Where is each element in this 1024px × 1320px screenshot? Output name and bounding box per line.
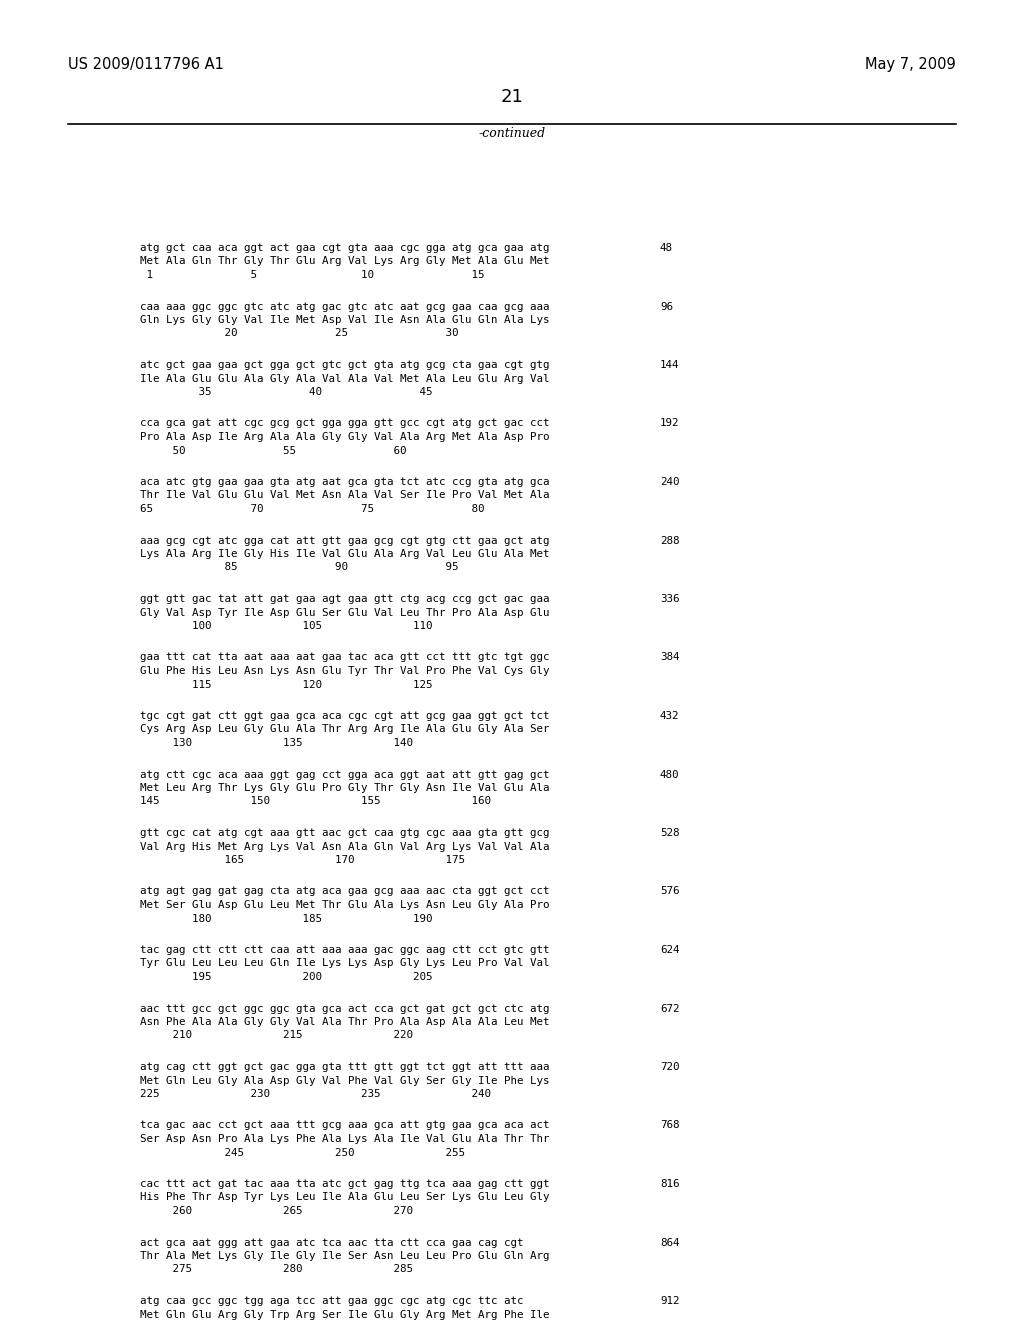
Text: 115              120              125: 115 120 125 xyxy=(140,680,432,689)
Text: 432: 432 xyxy=(660,711,680,721)
Text: 96: 96 xyxy=(660,301,673,312)
Text: 275              280              285: 275 280 285 xyxy=(140,1265,413,1275)
Text: 85               90               95: 85 90 95 xyxy=(140,562,459,573)
Text: tgc cgt gat ctt ggt gaa gca aca cgc cgt att gcg gaa ggt gct tct: tgc cgt gat ctt ggt gaa gca aca cgc cgt … xyxy=(140,711,550,721)
Text: US 2009/0117796 A1: US 2009/0117796 A1 xyxy=(68,57,224,73)
Text: Pro Ala Asp Ile Arg Ala Ala Gly Gly Val Ala Arg Met Ala Asp Pro: Pro Ala Asp Ile Arg Ala Ala Gly Gly Val … xyxy=(140,432,550,442)
Text: Gln Lys Gly Gly Val Ile Met Asp Val Ile Asn Ala Glu Gln Ala Lys: Gln Lys Gly Gly Val Ile Met Asp Val Ile … xyxy=(140,315,550,325)
Text: ggt gtt gac tat att gat gaa agt gaa gtt ctg acg ccg gct gac gaa: ggt gtt gac tat att gat gaa agt gaa gtt … xyxy=(140,594,550,605)
Text: Met Gln Glu Arg Gly Trp Arg Ser Ile Glu Gly Arg Met Arg Phe Ile: Met Gln Glu Arg Gly Trp Arg Ser Ile Glu … xyxy=(140,1309,550,1320)
Text: 35               40               45: 35 40 45 xyxy=(140,387,432,397)
Text: act gca aat ggg att gaa atc tca aac tta ctt cca gaa cag cgt: act gca aat ggg att gaa atc tca aac tta … xyxy=(140,1238,523,1247)
Text: Tyr Glu Leu Leu Leu Gln Ile Lys Lys Asp Gly Lys Leu Pro Val Val: Tyr Glu Leu Leu Leu Gln Ile Lys Lys Asp … xyxy=(140,958,550,969)
Text: Ile Ala Glu Glu Ala Gly Ala Val Ala Val Met Ala Leu Glu Arg Val: Ile Ala Glu Glu Ala Gly Ala Val Ala Val … xyxy=(140,374,550,384)
Text: 624: 624 xyxy=(660,945,680,954)
Text: tac gag ctt ctt ctt caa att aaa aaa gac ggc aag ctt cct gtc gtt: tac gag ctt ctt ctt caa att aaa aaa gac … xyxy=(140,945,550,954)
Text: 720: 720 xyxy=(660,1063,680,1072)
Text: gtt cgc cat atg cgt aaa gtt aac gct caa gtg cgc aaa gta gtt gcg: gtt cgc cat atg cgt aaa gtt aac gct caa … xyxy=(140,828,550,838)
Text: tca gac aac cct gct aaa ttt gcg aaa gca att gtg gaa gca aca act: tca gac aac cct gct aaa ttt gcg aaa gca … xyxy=(140,1121,550,1130)
Text: atg gct caa aca ggt act gaa cgt gta aaa cgc gga atg gca gaa atg: atg gct caa aca ggt act gaa cgt gta aaa … xyxy=(140,243,550,253)
Text: 1               5                10               15: 1 5 10 15 xyxy=(140,271,484,280)
Text: 480: 480 xyxy=(660,770,680,780)
Text: aac ttt gcc gct ggc ggc gta gca act cca gct gat gct gct ctc atg: aac ttt gcc gct ggc ggc gta gca act cca … xyxy=(140,1003,550,1014)
Text: cac ttt act gat tac aaa tta atc gct gag ttg tca aaa gag ctt ggt: cac ttt act gat tac aaa tta atc gct gag … xyxy=(140,1179,550,1189)
Text: Thr Ile Val Glu Glu Val Met Asn Ala Val Ser Ile Pro Val Met Ala: Thr Ile Val Glu Glu Val Met Asn Ala Val … xyxy=(140,491,550,500)
Text: Gly Val Asp Tyr Ile Asp Glu Ser Glu Val Leu Thr Pro Ala Asp Glu: Gly Val Asp Tyr Ile Asp Glu Ser Glu Val … xyxy=(140,607,550,618)
Text: 100              105              110: 100 105 110 xyxy=(140,620,432,631)
Text: 816: 816 xyxy=(660,1179,680,1189)
Text: 528: 528 xyxy=(660,828,680,838)
Text: Asn Phe Ala Ala Gly Gly Val Ala Thr Pro Ala Asp Ala Ala Leu Met: Asn Phe Ala Ala Gly Gly Val Ala Thr Pro … xyxy=(140,1016,550,1027)
Text: 260              265              270: 260 265 270 xyxy=(140,1206,413,1216)
Text: 768: 768 xyxy=(660,1121,680,1130)
Text: cca gca gat att cgc gcg gct gga gga gtt gcc cgt atg gct gac cct: cca gca gat att cgc gcg gct gga gga gtt … xyxy=(140,418,550,429)
Text: 210              215              220: 210 215 220 xyxy=(140,1031,413,1040)
Text: 576: 576 xyxy=(660,887,680,896)
Text: 672: 672 xyxy=(660,1003,680,1014)
Text: 20               25               30: 20 25 30 xyxy=(140,329,459,338)
Text: aca atc gtg gaa gaa gta atg aat gca gta tct atc ccg gta atg gca: aca atc gtg gaa gaa gta atg aat gca gta … xyxy=(140,477,550,487)
Text: Glu Phe His Leu Asn Lys Asn Glu Tyr Thr Val Pro Phe Val Cys Gly: Glu Phe His Leu Asn Lys Asn Glu Tyr Thr … xyxy=(140,667,550,676)
Text: atc gct gaa gaa gct gga gct gtc gct gta atg gcg cta gaa cgt gtg: atc gct gaa gaa gct gga gct gtc gct gta … xyxy=(140,360,550,370)
Text: 65               70               75               80: 65 70 75 80 xyxy=(140,504,484,513)
Text: gaa ttt cat tta aat aaa aat gaa tac aca gtt cct ttt gtc tgt ggc: gaa ttt cat tta aat aaa aat gaa tac aca … xyxy=(140,652,550,663)
Text: atg ctt cgc aca aaa ggt gag cct gga aca ggt aat att gtt gag gct: atg ctt cgc aca aaa ggt gag cct gga aca … xyxy=(140,770,550,780)
Text: Met Ser Glu Asp Glu Leu Met Thr Glu Ala Lys Asn Leu Gly Ala Pro: Met Ser Glu Asp Glu Leu Met Thr Glu Ala … xyxy=(140,900,550,909)
Text: 180              185              190: 180 185 190 xyxy=(140,913,432,924)
Text: 145              150              155              160: 145 150 155 160 xyxy=(140,796,490,807)
Text: 130              135              140: 130 135 140 xyxy=(140,738,413,748)
Text: atg agt gag gat gag cta atg aca gaa gcg aaa aac cta ggt gct cct: atg agt gag gat gag cta atg aca gaa gcg … xyxy=(140,887,550,896)
Text: Met Gln Leu Gly Ala Asp Gly Val Phe Val Gly Ser Gly Ile Phe Lys: Met Gln Leu Gly Ala Asp Gly Val Phe Val … xyxy=(140,1076,550,1085)
Text: 225              230              235              240: 225 230 235 240 xyxy=(140,1089,490,1100)
Text: May 7, 2009: May 7, 2009 xyxy=(865,57,956,73)
Text: 50               55               60: 50 55 60 xyxy=(140,446,407,455)
Text: 48: 48 xyxy=(660,243,673,253)
Text: Met Leu Arg Thr Lys Gly Glu Pro Gly Thr Gly Asn Ile Val Glu Ala: Met Leu Arg Thr Lys Gly Glu Pro Gly Thr … xyxy=(140,783,550,793)
Text: 384: 384 xyxy=(660,652,680,663)
Text: 912: 912 xyxy=(660,1296,680,1305)
Text: Ser Asp Asn Pro Ala Lys Phe Ala Lys Ala Ile Val Glu Ala Thr Thr: Ser Asp Asn Pro Ala Lys Phe Ala Lys Ala … xyxy=(140,1134,550,1144)
Text: His Phe Thr Asp Tyr Lys Leu Ile Ala Glu Leu Ser Lys Glu Leu Gly: His Phe Thr Asp Tyr Lys Leu Ile Ala Glu … xyxy=(140,1192,550,1203)
Text: 336: 336 xyxy=(660,594,680,605)
Text: Met Ala Gln Thr Gly Thr Glu Arg Val Lys Arg Gly Met Ala Glu Met: Met Ala Gln Thr Gly Thr Glu Arg Val Lys … xyxy=(140,256,550,267)
Text: 245              250              255: 245 250 255 xyxy=(140,1147,465,1158)
Text: atg caa gcc ggc tgg aga tcc att gaa ggc cgc atg cgc ttc atc: atg caa gcc ggc tgg aga tcc att gaa ggc … xyxy=(140,1296,523,1305)
Text: aaa gcg cgt atc gga cat att gtt gaa gcg cgt gtg ctt gaa gct atg: aaa gcg cgt atc gga cat att gtt gaa gcg … xyxy=(140,536,550,545)
Text: 165              170              175: 165 170 175 xyxy=(140,855,465,865)
Text: Val Arg His Met Arg Lys Val Asn Ala Gln Val Arg Lys Val Val Ala: Val Arg His Met Arg Lys Val Asn Ala Gln … xyxy=(140,842,550,851)
Text: atg cag ctt ggt gct gac gga gta ttt gtt ggt tct ggt att ttt aaa: atg cag ctt ggt gct gac gga gta ttt gtt … xyxy=(140,1063,550,1072)
Text: 240: 240 xyxy=(660,477,680,487)
Text: -continued: -continued xyxy=(478,127,546,140)
Text: caa aaa ggc ggc gtc atc atg gac gtc atc aat gcg gaa caa gcg aaa: caa aaa ggc ggc gtc atc atg gac gtc atc … xyxy=(140,301,550,312)
Text: 288: 288 xyxy=(660,536,680,545)
Text: 864: 864 xyxy=(660,1238,680,1247)
Text: 144: 144 xyxy=(660,360,680,370)
Text: 195              200              205: 195 200 205 xyxy=(140,972,432,982)
Text: Lys Ala Arg Ile Gly His Ile Val Glu Ala Arg Val Leu Glu Ala Met: Lys Ala Arg Ile Gly His Ile Val Glu Ala … xyxy=(140,549,550,558)
Text: Thr Ala Met Lys Gly Ile Gly Ile Ser Asn Leu Leu Pro Glu Gln Arg: Thr Ala Met Lys Gly Ile Gly Ile Ser Asn … xyxy=(140,1251,550,1261)
Text: Cys Arg Asp Leu Gly Glu Ala Thr Arg Arg Ile Ala Glu Gly Ala Ser: Cys Arg Asp Leu Gly Glu Ala Thr Arg Arg … xyxy=(140,725,550,734)
Text: 192: 192 xyxy=(660,418,680,429)
Text: 21: 21 xyxy=(501,88,523,106)
